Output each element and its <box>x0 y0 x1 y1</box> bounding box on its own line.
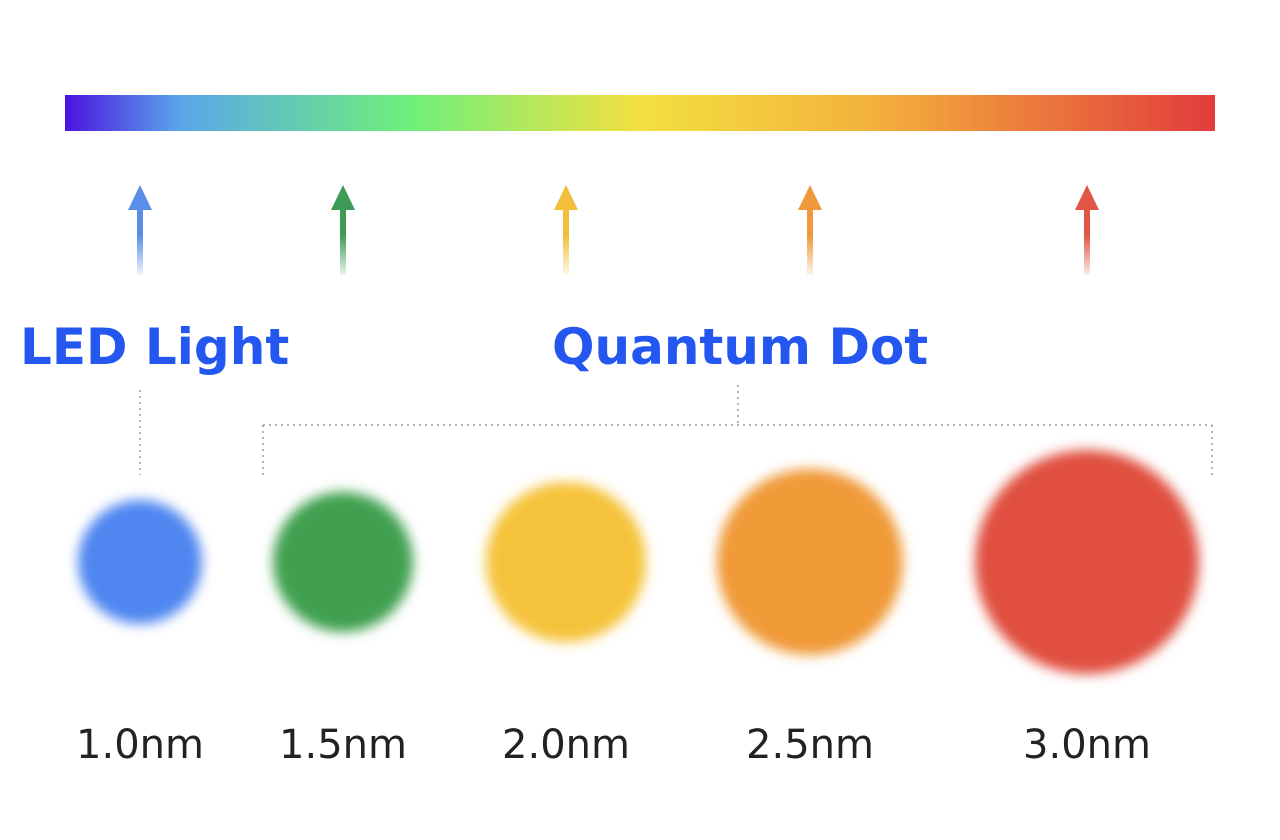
size-label: 2.5nm <box>746 722 874 768</box>
dot <box>717 469 903 655</box>
size-label: 1.0nm <box>76 722 204 768</box>
dot <box>975 450 1199 674</box>
arrows <box>100 185 1120 280</box>
size-label: 1.5nm <box>279 722 407 768</box>
connectors <box>139 385 1213 475</box>
led-title: LED Light <box>20 318 289 376</box>
quantum-dot-title: Quantum Dot <box>552 318 928 376</box>
dot <box>78 500 202 624</box>
spectrum-bar <box>65 95 1215 131</box>
size-label: 2.0nm <box>502 722 630 768</box>
dot <box>273 492 413 632</box>
dots <box>78 450 1199 674</box>
size-label: 3.0nm <box>1023 722 1151 768</box>
dot <box>486 482 646 642</box>
